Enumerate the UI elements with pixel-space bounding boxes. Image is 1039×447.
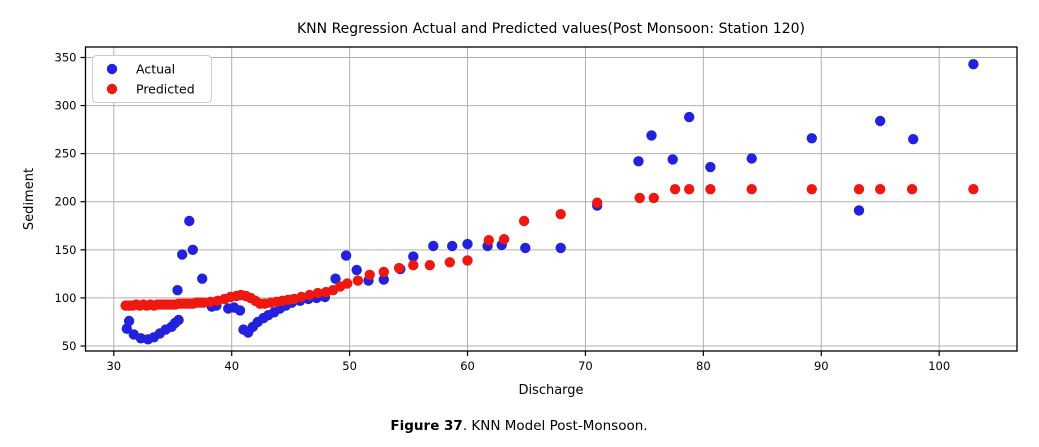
y-tick-label: 250 <box>55 147 77 161</box>
point-predicted <box>408 260 419 271</box>
point-actual <box>646 130 657 141</box>
point-predicted <box>518 215 530 227</box>
y-tick-label: 50 <box>62 339 77 353</box>
point-actual <box>462 238 473 250</box>
plot-background <box>85 47 1017 351</box>
y-tick-label: 150 <box>55 243 77 257</box>
point-predicted <box>968 184 979 195</box>
x-tick-label: 90 <box>814 359 829 373</box>
point-predicted <box>705 184 716 195</box>
point-actual <box>340 250 352 261</box>
plot-border <box>84 46 1018 352</box>
point-actual <box>187 244 198 255</box>
point-actual <box>184 215 195 227</box>
point-actual <box>408 251 419 262</box>
point-actual <box>428 240 439 252</box>
figure-caption-text: . KNN Model Post-Monsoon. <box>463 418 648 434</box>
legend: Actual Predicted <box>92 55 212 103</box>
figure-caption: Figure 37. KNN Model Post-Monsoon. <box>390 418 647 434</box>
x-axis-label: Discharge <box>518 383 583 398</box>
point-predicted <box>378 266 389 278</box>
y-tick-label: 350 <box>55 50 77 64</box>
x-tick-label: 80 <box>696 359 711 373</box>
point-predicted <box>592 197 603 208</box>
point-predicted <box>393 262 405 274</box>
point-actual <box>667 154 678 165</box>
point-predicted <box>483 235 494 246</box>
x-tick-label: 100 <box>928 359 950 373</box>
point-actual <box>330 273 341 284</box>
point-actual <box>351 264 362 276</box>
point-predicted <box>364 269 375 280</box>
tick-layer: 30 40 50 60 70 80 90 100 50 100 150 200 250 300 350 <box>55 50 951 373</box>
point-actual <box>234 305 246 316</box>
point-predicted <box>444 257 455 268</box>
y-tick-label: 300 <box>55 99 77 113</box>
point-actual <box>520 242 531 254</box>
point-actual <box>684 111 695 123</box>
point-actual <box>173 314 184 326</box>
legend-marker-predicted <box>106 83 118 95</box>
y-axis-label: Sediment <box>22 168 37 230</box>
legend-box <box>92 55 212 103</box>
point-predicted <box>296 291 307 303</box>
point-predicted <box>853 184 865 195</box>
point-actual <box>555 242 566 254</box>
point-predicted <box>669 184 681 195</box>
point-actual <box>197 273 208 284</box>
point-predicted <box>746 184 757 195</box>
data-points-layer <box>120 58 979 345</box>
point-predicted <box>875 184 886 195</box>
point-predicted <box>342 278 353 289</box>
x-tick-label: 60 <box>460 359 475 373</box>
grid-layer <box>85 47 1017 351</box>
point-actual <box>172 285 183 296</box>
point-actual <box>875 115 886 127</box>
point-predicted <box>906 184 918 195</box>
figure-caption-number: Figure 37 <box>390 418 462 434</box>
y-tick-label: 100 <box>55 291 77 305</box>
point-predicted <box>462 255 473 266</box>
point-predicted <box>648 192 659 204</box>
point-predicted <box>352 275 364 286</box>
legend-label-predicted: Predicted <box>136 82 195 97</box>
point-actual <box>633 156 644 167</box>
x-tick-label: 30 <box>106 359 121 373</box>
point-predicted <box>424 260 435 271</box>
chart-title: KNN Regression Actual and Predicted valu… <box>297 21 805 37</box>
x-tick-label: 70 <box>578 359 593 373</box>
point-actual <box>447 240 458 252</box>
point-predicted <box>304 289 315 301</box>
point-predicted <box>498 234 510 245</box>
y-tick-label: 200 <box>55 195 77 209</box>
point-actual <box>968 58 979 70</box>
x-tick-label: 50 <box>342 359 357 373</box>
point-actual <box>123 315 135 327</box>
point-predicted <box>555 209 566 220</box>
point-actual <box>806 133 817 144</box>
point-actual <box>177 249 188 260</box>
point-predicted <box>634 192 645 204</box>
point-predicted <box>684 184 695 195</box>
point-actual <box>746 153 757 164</box>
legend-label-actual: Actual <box>136 62 175 77</box>
point-actual <box>853 205 865 216</box>
point-predicted <box>312 287 323 299</box>
point-actual <box>705 161 716 173</box>
x-tick-label: 40 <box>224 359 239 373</box>
point-actual <box>908 134 919 145</box>
point-predicted <box>806 184 817 195</box>
point-actual <box>378 274 389 285</box>
legend-marker-actual <box>106 63 118 75</box>
